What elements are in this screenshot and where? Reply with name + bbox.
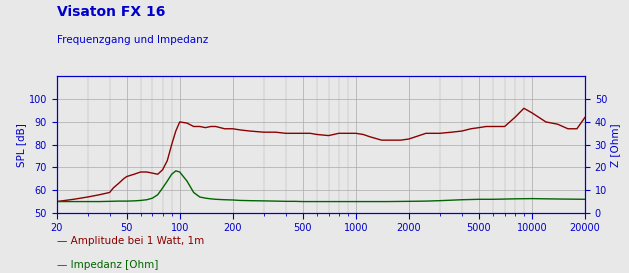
- Text: — Amplitude bei 1 Watt, 1m: — Amplitude bei 1 Watt, 1m: [57, 236, 204, 246]
- Text: — Impedanz [Ohm]: — Impedanz [Ohm]: [57, 260, 158, 270]
- Text: Visaton FX 16: Visaton FX 16: [57, 5, 165, 19]
- Y-axis label: SPL [dB]: SPL [dB]: [16, 123, 26, 167]
- Text: Frequenzgang und Impedanz: Frequenzgang und Impedanz: [57, 35, 208, 46]
- Y-axis label: Z [Ohm]: Z [Ohm]: [610, 123, 620, 167]
